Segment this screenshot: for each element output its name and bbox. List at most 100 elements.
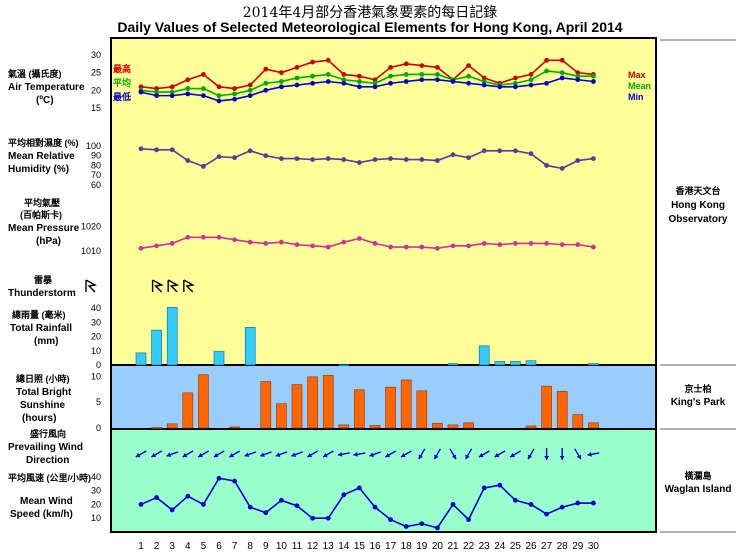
- wind-speed-ytick-40: 40: [91, 472, 101, 482]
- wind-arrowhead-4: [182, 452, 188, 458]
- temp-max-point-12: [310, 59, 315, 65]
- sun-bar-17: [385, 386, 396, 429]
- temp-max-point-19: [419, 63, 425, 68]
- station2-zh: 京士柏: [684, 383, 711, 394]
- temp-max-point-15: [357, 73, 362, 79]
- x-tick-21: 21: [447, 541, 459, 552]
- rh-point-7: [232, 155, 238, 161]
- thunder-label-en: Thunderstorm: [8, 288, 76, 299]
- wind-arrowhead-10: [275, 452, 281, 457]
- temp-max-point-27: [544, 57, 549, 63]
- rh-point-17: [388, 156, 393, 162]
- wind-arrowhead-2: [151, 452, 157, 458]
- wind-arrowhead-18: [401, 452, 406, 458]
- wind-speed-line: [140, 477, 594, 529]
- wind-speed-point-14: [341, 492, 347, 498]
- temp-max-point-13: [325, 57, 331, 63]
- panel-hko: [111, 38, 656, 365]
- wind-speed-point-30: [591, 500, 596, 506]
- temp-max-point-25: [513, 75, 518, 81]
- wind-speed-point-23: [481, 485, 487, 491]
- temp-mean-point-17: [388, 73, 393, 79]
- rh-point-16: [372, 157, 378, 162]
- temp-max-point-7: [232, 86, 238, 91]
- wind-speed-ytick-10: 10: [91, 513, 101, 523]
- temp-max-point-26: [528, 72, 534, 77]
- x-tick-10: 10: [276, 541, 288, 552]
- x-tick-3: 3: [169, 541, 175, 552]
- rh-ytick-100: 100: [86, 141, 101, 151]
- wind-speed-point-9: [263, 510, 269, 516]
- pressure-point-2: [154, 243, 160, 249]
- x-tick-17: 17: [385, 541, 397, 552]
- x-tick-29: 29: [572, 541, 584, 552]
- wind-arrowhead-11: [291, 452, 296, 457]
- chart-title-en: Daily Values of Selected Meteorological …: [117, 19, 623, 35]
- temp-max-point-3: [169, 84, 175, 90]
- x-tick-12: 12: [307, 541, 319, 552]
- wind-speed-point-20: [435, 525, 440, 531]
- wind-speed-point-27: [544, 511, 549, 517]
- temp-max-point-17: [388, 64, 393, 70]
- wind-arrowhead-12: [307, 452, 313, 458]
- pressure-point-7: [232, 237, 238, 243]
- wind-speed-label-en2: Speed (km/h): [10, 509, 73, 520]
- wind-speed-point-22: [466, 517, 471, 522]
- rh-point-26: [528, 151, 534, 157]
- x-tick-1: 1: [138, 541, 144, 552]
- station3-en: Waglan Island: [665, 484, 732, 495]
- x-tick-7: 7: [232, 541, 238, 552]
- pressure-ytick-1020: 1020: [81, 221, 101, 231]
- rh-point-29: [575, 158, 581, 163]
- x-tick-25: 25: [510, 541, 522, 552]
- wind-speed-point-3: [169, 507, 175, 513]
- x-tick-11: 11: [292, 541, 303, 552]
- temp-mean-point-9: [263, 80, 269, 86]
- rain-ytick-30: 30: [91, 317, 101, 327]
- x-tick-8: 8: [247, 541, 253, 552]
- temp-mean-point-12: [310, 73, 315, 79]
- temp-mean-point-7: [232, 91, 238, 97]
- wind-speed-point-2: [154, 495, 160, 500]
- rain-bar-26: [525, 360, 537, 366]
- rh-point-13: [325, 156, 331, 162]
- wind-arrowhead-27: [544, 456, 549, 460]
- wind-arrowhead-1: [135, 452, 141, 458]
- rain-ytick-10: 10: [91, 346, 101, 356]
- pressure-ytick-1010: 1010: [81, 246, 101, 256]
- pressure-point-27: [544, 241, 549, 246]
- temp-max-point-9: [263, 66, 269, 72]
- rh-point-18: [403, 157, 409, 162]
- wind-arrowhead-16: [369, 452, 374, 457]
- temp-min-point-25: [513, 84, 518, 90]
- temp-mean-point-16: [372, 80, 378, 86]
- temp-legend-mean-en: Mean: [628, 81, 651, 91]
- temp-mean-point-29: [575, 73, 581, 79]
- wind-speed-point-1: [138, 502, 144, 507]
- x-tick-19: 19: [416, 541, 428, 552]
- sun-label-en1: Total Bright: [16, 387, 72, 398]
- temp-min-point-14: [341, 80, 347, 86]
- wind-speed-point-16: [372, 504, 378, 510]
- rh-point-10: [279, 156, 284, 162]
- sun-bar-18: [400, 379, 412, 429]
- wind-arrowhead-13: [323, 452, 328, 458]
- temp-min-point-13: [325, 79, 331, 84]
- rh-point-30: [591, 156, 596, 162]
- sun-bar-26: [525, 425, 537, 429]
- rain-label-en1: Total Rainfall: [10, 323, 72, 334]
- sun-bar-19: [416, 390, 428, 429]
- temp-mean-point-4: [185, 86, 191, 91]
- temp-min-point-17: [388, 80, 393, 86]
- pressure-point-16: [372, 241, 378, 246]
- sun-bar-2: [151, 427, 162, 429]
- wind-speed-point-18: [403, 524, 409, 529]
- sun-bar-10: [276, 403, 287, 429]
- wind-dir-label-en2: Direction: [26, 455, 69, 466]
- temp-min-point-5: [201, 93, 206, 99]
- pressure-point-23: [481, 241, 487, 246]
- rh-point-20: [435, 158, 440, 163]
- station1-en1: Hong Kong: [671, 200, 725, 211]
- wind-arrowhead-22: [465, 454, 470, 460]
